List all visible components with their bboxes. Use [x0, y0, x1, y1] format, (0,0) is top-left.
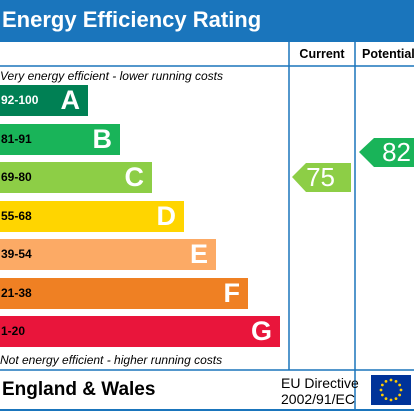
- band-letter: B: [92, 124, 113, 154]
- band-letter: A: [60, 85, 81, 115]
- band-range-label: 1-20: [1, 324, 26, 338]
- title-bar: Energy Efficiency Rating: [0, 0, 414, 40]
- potential-rating-arrow: [359, 138, 414, 167]
- potential-rating-value: 82: [382, 137, 411, 167]
- band-letter: E: [189, 239, 208, 269]
- chart-title: Energy Efficiency Rating: [2, 7, 262, 32]
- band-b: 81-91 B: [0, 124, 120, 155]
- current-rating-arrow: [292, 163, 351, 192]
- band-range-label: 55-68: [1, 209, 32, 223]
- directive-line2: 2002/91/EC: [281, 391, 355, 407]
- band-range-label: 69-80: [1, 170, 32, 184]
- band-letter: C: [124, 162, 145, 192]
- band-letter: D: [156, 201, 177, 231]
- eu-flag-icon: [371, 375, 411, 405]
- top-note: Very energy efficient - lower running co…: [0, 69, 223, 83]
- current-rating-value: 75: [306, 162, 335, 192]
- band-f: 21-38 F: [0, 278, 248, 309]
- region-label: England & Wales: [2, 379, 156, 400]
- band-letter: G: [250, 316, 272, 346]
- band-e: 39-54 E: [0, 239, 216, 270]
- band-g: 1-20 G: [0, 316, 280, 347]
- band-range-label: 21-38: [1, 286, 32, 300]
- band-range-label: 92-100: [1, 93, 39, 107]
- band-range-label: 81-91: [1, 132, 32, 146]
- current-column-header: Current: [299, 47, 345, 61]
- directive-line1: EU Directive: [281, 375, 359, 391]
- band-c: 69-80 C: [0, 162, 152, 193]
- bottom-note: Not energy efficient - higher running co…: [0, 353, 223, 367]
- band-a: 92-100 A: [0, 85, 88, 116]
- potential-column-header: Potential: [362, 47, 414, 61]
- band-letter: F: [223, 278, 241, 308]
- band-d: 55-68 D: [0, 201, 184, 232]
- band-range-label: 39-54: [1, 247, 32, 261]
